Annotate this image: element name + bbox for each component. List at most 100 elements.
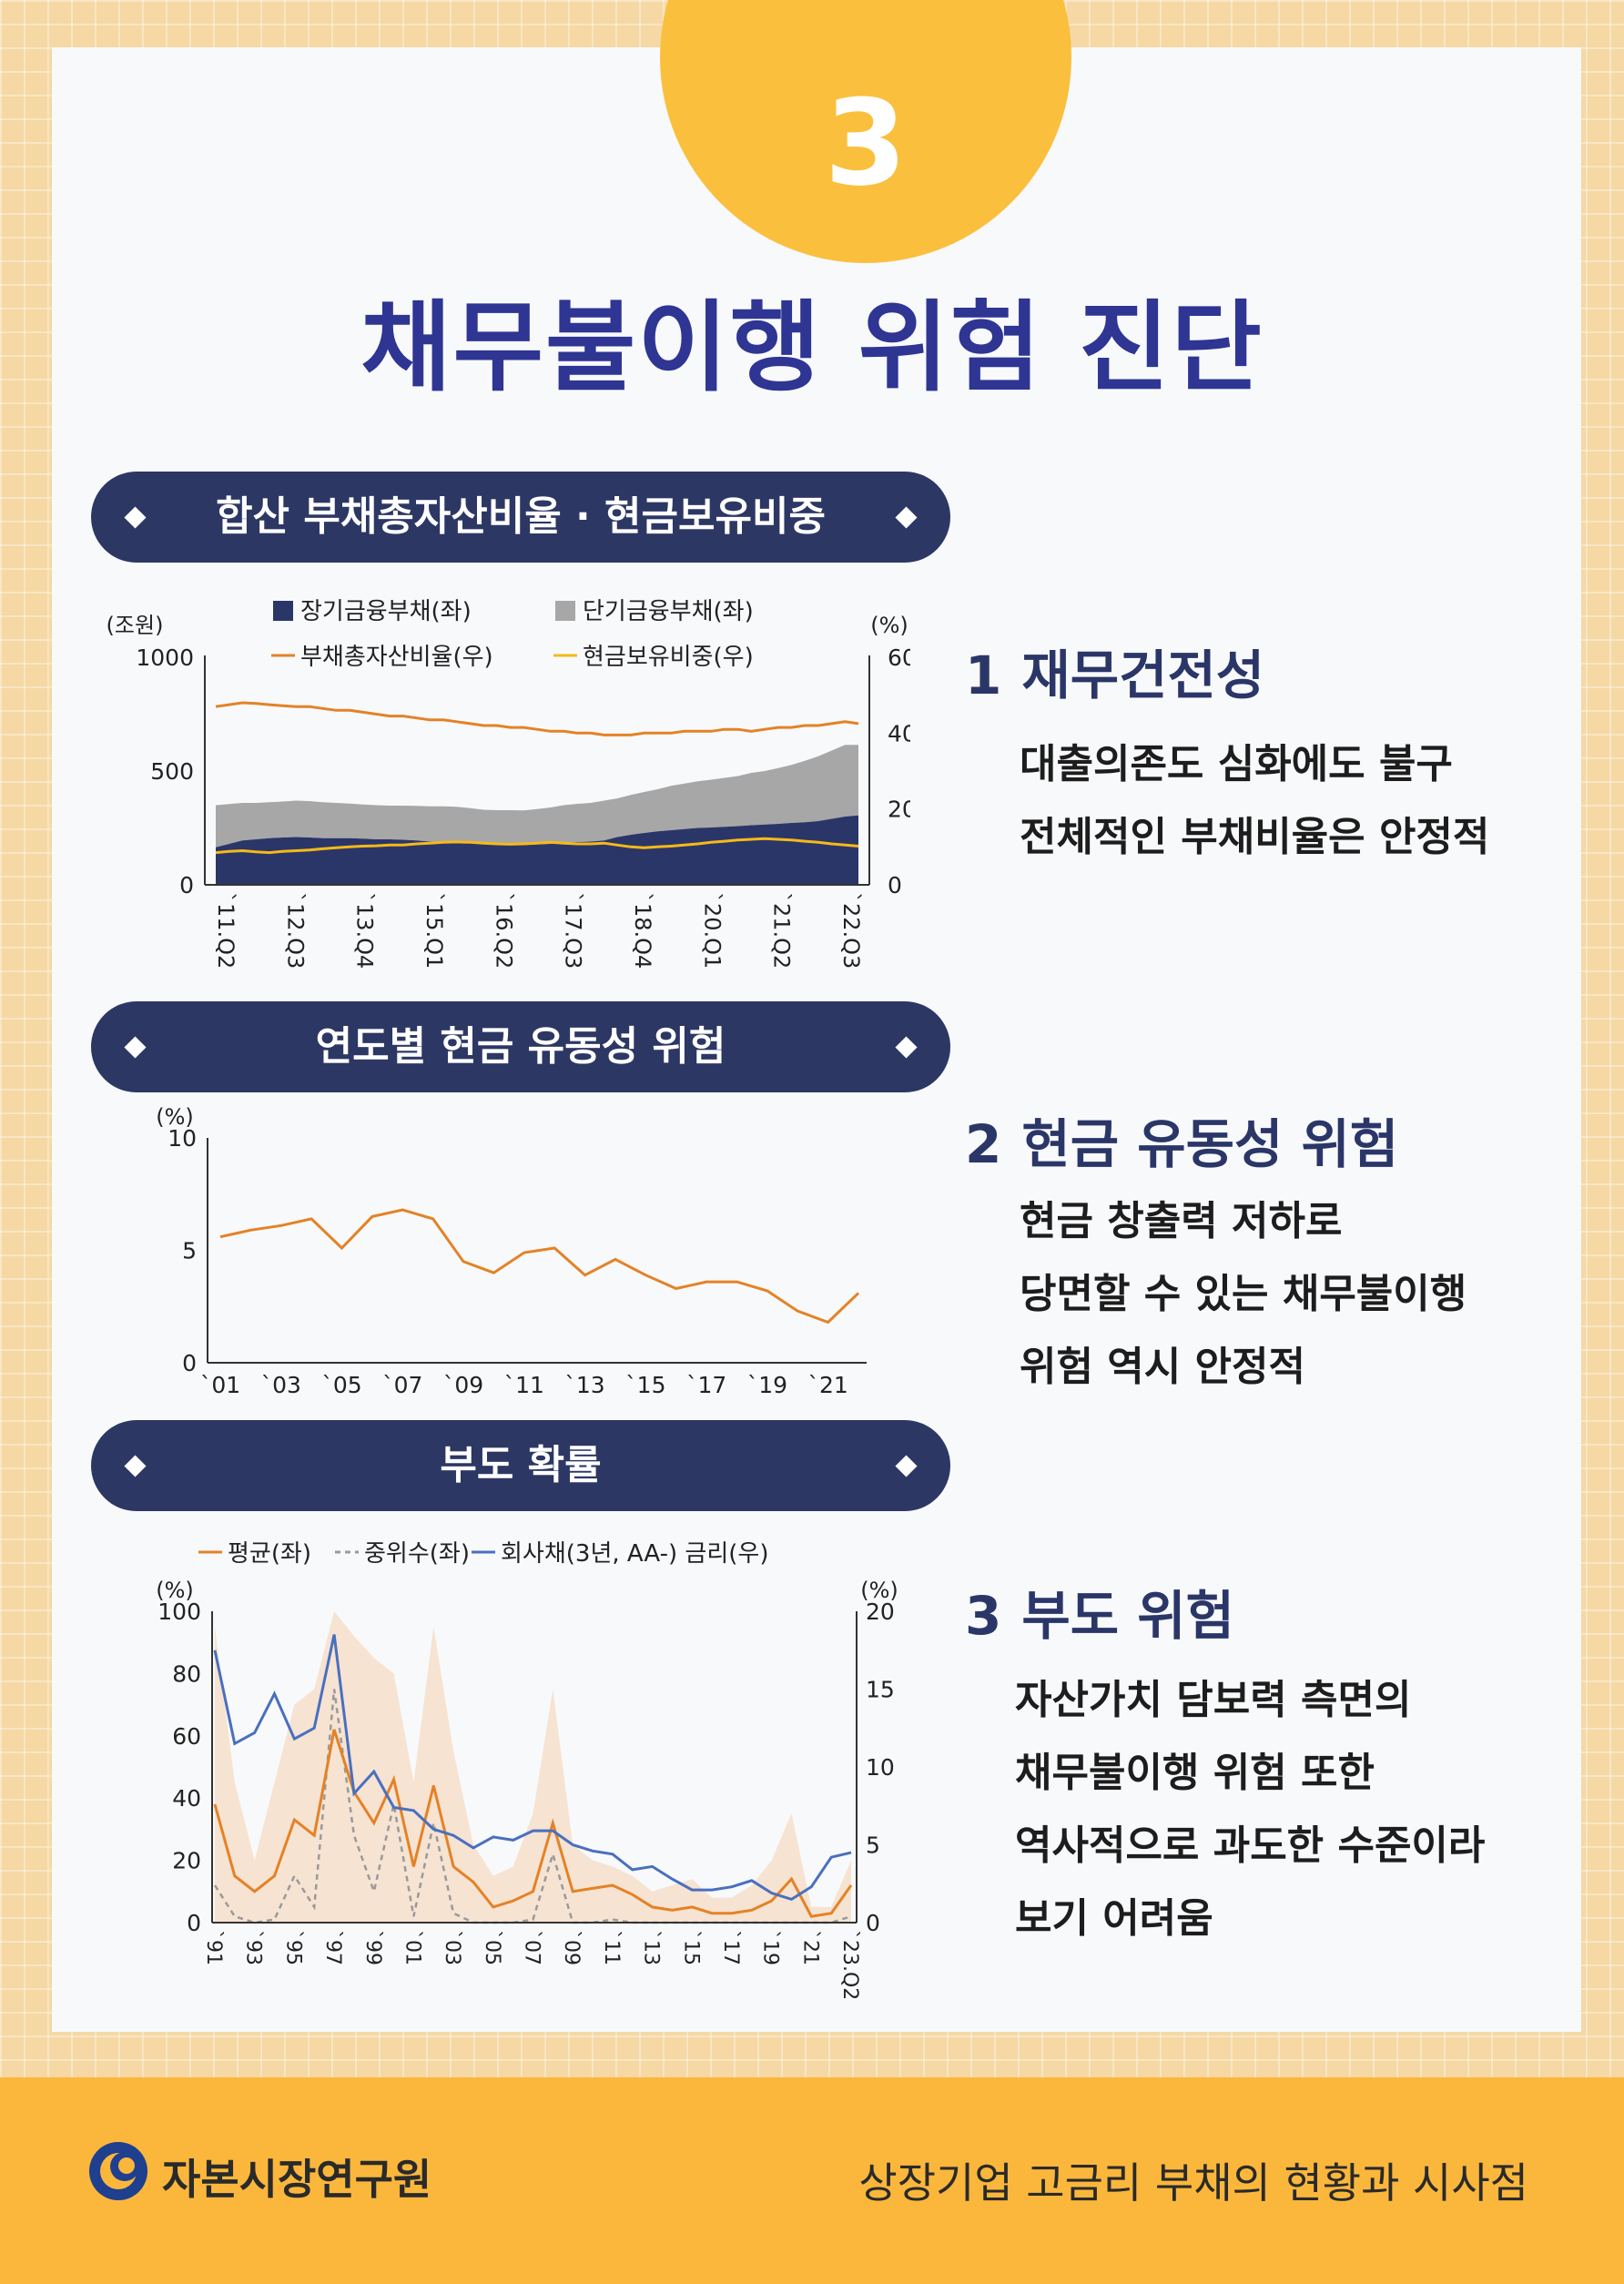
y-left-tick-label: 500 [150, 758, 194, 785]
y-right-tick-label: 15 [866, 1677, 895, 1703]
chart3-legend: 평균(좌) 중위수(좌) 회사채(3년, AA-) 금리(우) [198, 1540, 768, 1568]
x-tick-label: `21 [807, 1372, 848, 1398]
x-tick-label: `01 [200, 1372, 240, 1398]
x-tick-label: `13.Q4 [352, 892, 378, 969]
x-tick-label: `17.Q3 [561, 892, 586, 969]
liquidity-risk-line [219, 1208, 860, 1325]
short-term-debt-area [216, 745, 858, 848]
y-left-unit: (%) [156, 1578, 194, 1603]
section-3-heading: 3 부도 위험 [965, 1573, 1234, 1650]
x-tick-label: `09 [443, 1372, 483, 1398]
section-2-heading: 2 현금 유동성 위험 [965, 1101, 1398, 1178]
y-left-tick-label: 0 [179, 872, 194, 898]
x-tick-label: `20.Q1 [699, 892, 725, 969]
y-right-unit: (%) [860, 1578, 898, 1603]
x-tick-label: `03 [441, 1930, 463, 1965]
x-tick-label: `15 [679, 1930, 702, 1965]
x-tick-label: `17 [686, 1372, 726, 1398]
legend-label: 부채총자산비율(우) [300, 644, 493, 671]
y-left-tick-label: 60 [172, 1723, 201, 1750]
org-name: 자본시장연구원 [162, 2155, 432, 2204]
chart1-legend: 장기금융부채(좌) 단기금융부채(좌) 부채총자산비율(우) 현금보유비중(우) [271, 598, 754, 671]
x-tick-label: `22.Q3 [838, 892, 864, 969]
debt-asset-ratio-line [215, 701, 859, 736]
section-2-line: 위험 역시 안정적 [1020, 1344, 1305, 1390]
x-tick-label: `23.Q2 [838, 1930, 861, 2000]
x-tick-label: `13 [640, 1930, 663, 1965]
y-left-tick-label: 80 [172, 1660, 201, 1687]
y-left-tick-label: 100 [157, 1599, 201, 1625]
x-tick-label: `17 [719, 1930, 742, 1965]
chart1-title-pill: 합산 부채총자산비율 · 현금보유비중 [91, 472, 950, 563]
section-3-body: 자산가치 담보력 측면의 채무불이행 위험 또한 역사적으로 과도한 수준이라 … [1015, 1664, 1485, 1955]
kcmi-logo-icon [89, 2142, 147, 2200]
section-2-title: 현금 유동성 위험 [1021, 1113, 1399, 1175]
bond-rate-line [213, 1634, 852, 1902]
y-right-tick-label: 20 [866, 1599, 895, 1625]
x-tick-label: `21 [798, 1930, 821, 1965]
x-tick-label: `01 [401, 1930, 423, 1965]
y-left-tick-label: 40 [172, 1785, 201, 1812]
x-tick-label: `19 [747, 1372, 787, 1398]
legend-swatch-long-term [273, 601, 293, 621]
section-3-title: 부도 위험 [1021, 1585, 1234, 1647]
x-tick-label: `11 [600, 1930, 623, 1965]
section-1-title: 재무건전성 [1021, 645, 1265, 706]
x-tick-label: `05 [321, 1372, 361, 1398]
legend-label: 평균(좌) [228, 1540, 311, 1568]
section-2-line: 현금 창출력 저하로 [1020, 1198, 1343, 1244]
x-tick-label: `07 [382, 1372, 422, 1398]
section-1-line: 전체적인 부채비율은 안정적 [1020, 814, 1490, 860]
y-left-unit: (조원) [107, 613, 164, 638]
y-right-tick-label: 60 [888, 645, 910, 671]
chart2-title: 연도별 현금 유동성 위험 [315, 1023, 726, 1070]
legend-label: 장기금융부채(좌) [300, 598, 472, 625]
y-tick-label: 0 [182, 1350, 197, 1376]
legend-swatch-short-term [555, 601, 575, 621]
page-title: 채무불이행 위험 진단 [360, 291, 1264, 405]
chart2-title-pill: 연도별 현금 유동성 위험 [91, 1001, 950, 1092]
y-right-unit: (%) [870, 613, 908, 638]
legend-label: 현금보유비중(우) [583, 644, 754, 671]
long-term-debt-area [216, 815, 858, 885]
x-tick-label: `99 [361, 1930, 384, 1965]
section-2-number: 2 [965, 1113, 1002, 1175]
y-right-tick-label: 0 [888, 872, 902, 898]
chart3-title: 부도 확률 [440, 1442, 602, 1488]
x-tick-label: `21.Q2 [769, 892, 795, 969]
x-tick-label: `11 [504, 1372, 544, 1398]
x-tick-label: `07 [521, 1930, 543, 1965]
section-1-heading: 1 재무건전성 [965, 633, 1264, 709]
section-3-number: 3 [965, 1585, 1002, 1647]
x-tick-label: `15 [625, 1372, 665, 1398]
default-probability-range-band [215, 1611, 851, 1923]
cash-holding-ratio-line [215, 837, 859, 855]
x-tick-label: `03 [261, 1372, 301, 1398]
section-number-badge: 3 [660, 0, 1071, 263]
y-right-tick-label: 40 [888, 720, 910, 746]
y-tick-label: 5 [182, 1238, 197, 1264]
x-tick-label: `97 [321, 1930, 344, 1965]
section-3-line: 채무불이행 위험 또한 [1015, 1750, 1375, 1796]
report-title: 상장기업 고금리 부채의 현황과 시사점 [858, 2158, 1528, 2208]
x-tick-label: `09 [560, 1930, 583, 1965]
section-2-line: 당면할 수 있는 채무불이행 [1020, 1271, 1467, 1317]
section-1-line: 대출의존도 심화에도 불구 [1020, 741, 1453, 787]
section-2-body: 현금 창출력 저하로 당면할 수 있는 채무불이행 위험 역시 안정적 [1020, 1185, 1467, 1404]
default-probability-chart: 평균(좌) 중위수(좌) 회사채(3년, AA-) 금리(우) (%) (%) … [156, 1540, 898, 2000]
section-number: 3 [824, 74, 908, 212]
x-tick-label: `16.Q2 [491, 892, 516, 969]
x-tick-label: `13 [564, 1372, 604, 1398]
y-right-tick-label: 10 [866, 1754, 895, 1781]
legend-label: 회사채(3년, AA-) 금리(우) [501, 1540, 768, 1568]
x-tick-label: `93 [242, 1930, 265, 1965]
y-right-tick-label: 5 [866, 1832, 880, 1859]
section-3-line: 보기 어려움 [1015, 1895, 1213, 1942]
section-1-number: 1 [965, 645, 1002, 706]
debt-ratio-chart: 장기금융부채(좌) 단기금융부채(좌) 부채총자산비율(우) 현금보유비중(우)… [107, 598, 910, 969]
x-tick-label: `95 [281, 1930, 304, 1965]
x-tick-label: `12.Q3 [282, 892, 308, 969]
chart1-title: 합산 부채총자산비율 · 현금보유비중 [216, 493, 826, 540]
y-left-tick-label: 1000 [136, 645, 194, 671]
y-right-tick-label: 0 [866, 1910, 880, 1936]
